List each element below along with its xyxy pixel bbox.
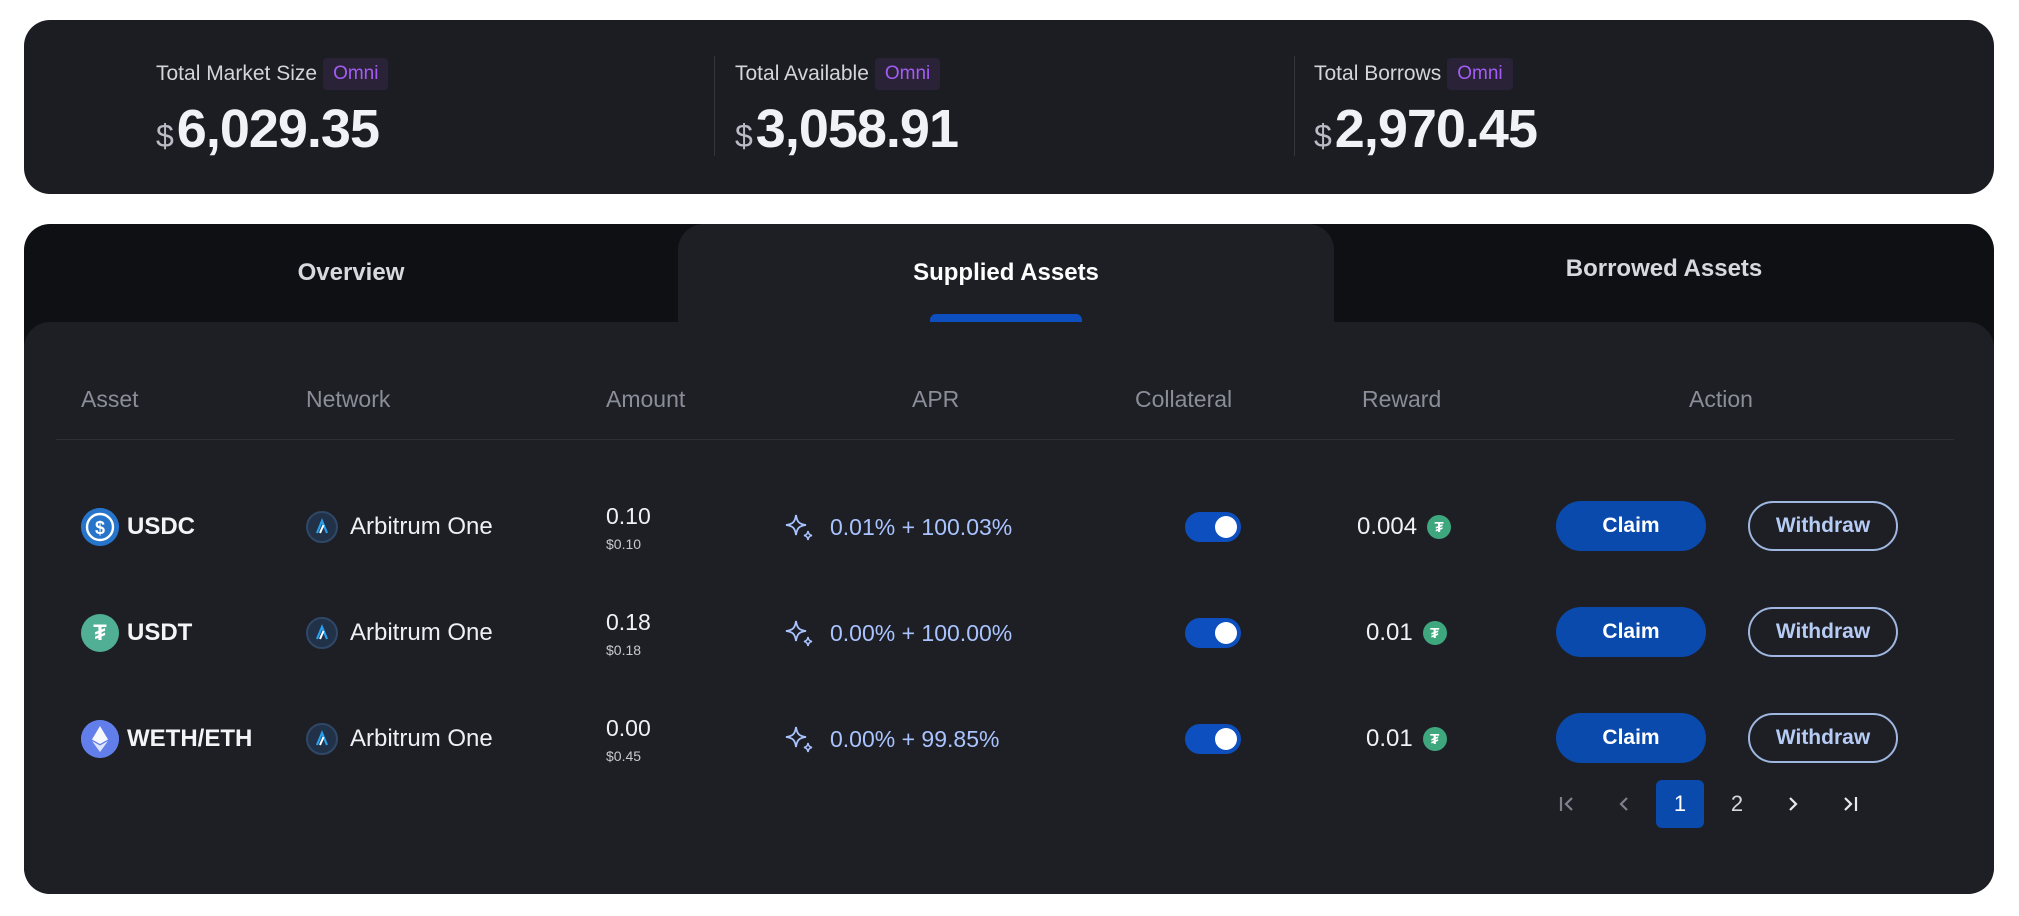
chevron-right-icon xyxy=(1789,797,1798,811)
market-stats-card: Total Market Size Omni $ 6,029.35 Total … xyxy=(24,20,1994,194)
column-header-apr: APR xyxy=(912,386,960,412)
table-row: ₮ USDT Arbitrum One 0.18 $0.18 0.00% + 1… xyxy=(24,593,1994,673)
stat-total-market-size: Total Market Size Omni $ 6,029.35 xyxy=(156,58,389,160)
column-header-reward: Reward xyxy=(1362,386,1442,412)
tether-icon: ₮ xyxy=(1422,621,1447,645)
chevron-left-icon xyxy=(1619,797,1628,811)
table-row: WETH/ETH Arbitrum One 0.00 $0.45 0.00% +… xyxy=(24,699,1994,779)
reward-value: 0.01 xyxy=(1366,619,1413,646)
network-name: Arbitrum One xyxy=(350,619,493,646)
eth-icon xyxy=(81,720,119,758)
collateral-toggle[interactable] xyxy=(1185,618,1241,648)
stat-value: 6,029.35 xyxy=(176,99,380,159)
withdraw-button[interactable]: Withdraw xyxy=(1748,501,1898,551)
claim-button[interactable]: Claim xyxy=(1556,607,1706,657)
tether-icon: ₮ xyxy=(1427,515,1452,539)
stat-total-available: Total Available Omni $ 3,058.91 xyxy=(735,58,959,160)
apr-value: 0.00% + 99.85% xyxy=(830,725,1000,752)
currency-symbol: $ xyxy=(156,118,174,154)
table-row: $ USDC Arbitrum One 0.10 $0.10 xyxy=(24,487,1994,567)
network-name: Arbitrum One xyxy=(350,725,493,752)
apr-value: 0.00% + 100.00% xyxy=(830,619,1013,646)
amount-value: 0.18 xyxy=(606,608,651,635)
last-page-button[interactable] xyxy=(1826,780,1874,828)
page-1-button[interactable]: 1 xyxy=(1656,780,1704,828)
stat-label: Total Market Size xyxy=(156,62,318,85)
assets-card: Overview Supplied Assets Borrowed Assets… xyxy=(24,224,1994,894)
tab-overview[interactable]: Overview xyxy=(297,259,405,286)
sparkle-icon xyxy=(785,726,813,753)
arbitrum-icon xyxy=(306,723,338,755)
next-page-button[interactable] xyxy=(1769,780,1817,828)
claim-button[interactable]: Claim xyxy=(1556,501,1706,551)
arbitrum-icon xyxy=(306,617,338,649)
sparkle-icon xyxy=(785,620,813,647)
svg-text:$: $ xyxy=(95,518,105,538)
asset-name: USDT xyxy=(127,619,193,646)
collateral-toggle[interactable] xyxy=(1185,512,1241,542)
reward-value: 0.01 xyxy=(1366,725,1413,752)
usdc-icon: $ xyxy=(81,508,119,546)
supplied-assets-table: Asset Network Amount APR Collateral Rewa… xyxy=(24,322,1994,894)
sparkle-icon xyxy=(785,514,813,541)
arbitrum-icon xyxy=(306,511,338,543)
page-2-button[interactable]: 2 xyxy=(1730,791,1744,816)
stat-value: 2,970.45 xyxy=(1334,99,1538,159)
tab-supplied-assets[interactable]: Supplied Assets xyxy=(678,224,1334,322)
column-header-action: Action xyxy=(1689,386,1753,412)
active-tab-indicator xyxy=(930,314,1082,322)
stat-total-borrows: Total Borrows Omni $ 2,970.45 xyxy=(1314,58,1538,160)
apr-value: 0.01% + 100.03% xyxy=(830,513,1013,540)
column-header-network: Network xyxy=(306,386,391,412)
withdraw-button[interactable]: Withdraw xyxy=(1748,713,1898,763)
stat-value: 3,058.91 xyxy=(755,99,959,159)
tether-icon: ₮ xyxy=(1422,727,1447,751)
amount-usd: $0.18 xyxy=(606,641,642,658)
usdt-icon: ₮ xyxy=(81,614,119,652)
column-header-amount: Amount xyxy=(606,386,686,412)
tab-borrowed-assets[interactable]: Borrowed Assets xyxy=(1565,255,1763,282)
header-divider xyxy=(56,439,1954,440)
network-name: Arbitrum One xyxy=(350,513,493,540)
first-page-button[interactable] xyxy=(1543,780,1591,828)
first-page-icon xyxy=(1559,797,1573,811)
claim-button[interactable]: Claim xyxy=(1556,713,1706,763)
stat-label: Total Borrows xyxy=(1314,62,1442,85)
currency-symbol: $ xyxy=(1314,118,1332,154)
asset-name: WETH/ETH xyxy=(127,725,253,752)
stat-divider xyxy=(1294,56,1295,156)
collateral-toggle[interactable] xyxy=(1185,724,1241,754)
amount-usd: $0.10 xyxy=(606,535,642,552)
column-header-asset: Asset xyxy=(81,386,139,412)
withdraw-button[interactable]: Withdraw xyxy=(1748,607,1898,657)
omni-badge: Omni xyxy=(1447,58,1513,90)
amount-value: 0.00 xyxy=(606,714,651,741)
currency-symbol: $ xyxy=(735,118,753,154)
previous-page-button[interactable] xyxy=(1600,780,1648,828)
asset-name: USDC xyxy=(127,513,196,540)
last-page-icon xyxy=(1844,797,1858,811)
amount-value: 0.10 xyxy=(606,502,651,529)
column-header-collateral: Collateral xyxy=(1135,386,1233,412)
stat-divider xyxy=(714,56,715,156)
toggle-knob xyxy=(1215,516,1237,538)
toggle-knob xyxy=(1215,728,1237,750)
reward-value: 0.004 xyxy=(1357,513,1418,540)
omni-badge: Omni xyxy=(874,58,941,90)
omni-badge: Omni xyxy=(323,58,389,90)
stat-label: Total Available xyxy=(735,62,869,85)
toggle-knob xyxy=(1215,622,1237,644)
amount-usd: $0.45 xyxy=(606,747,642,764)
